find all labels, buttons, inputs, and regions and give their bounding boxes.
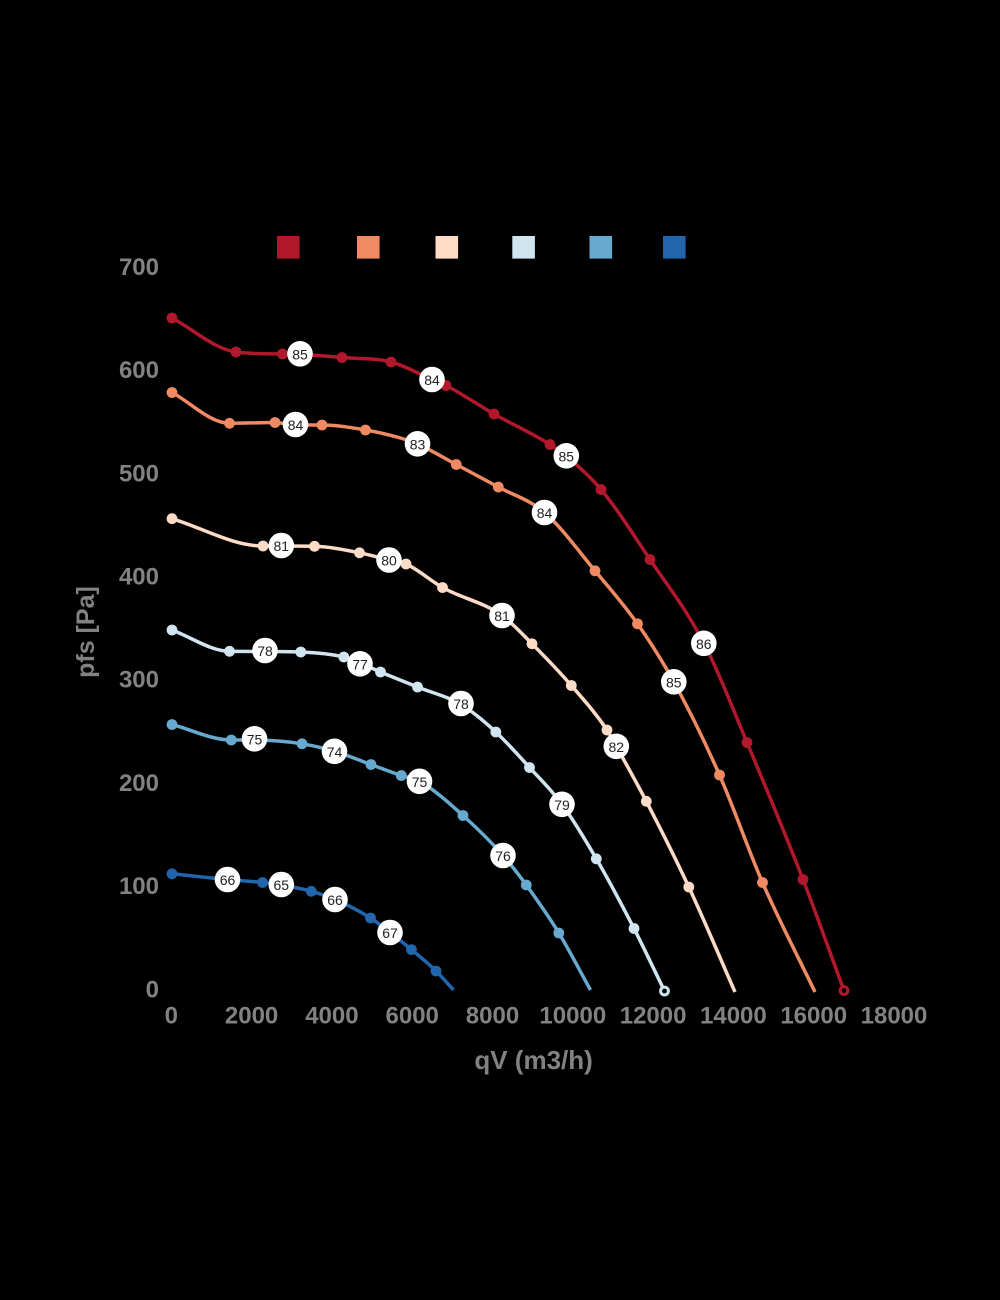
svg-text:82: 82 [609,739,625,755]
svg-text:400: 400 [119,564,159,591]
svg-text:66: 66 [220,872,236,888]
svg-text:700: 700 [119,254,159,281]
svg-text:4000: 4000 [305,1003,358,1030]
svg-text:10000: 10000 [539,1003,606,1030]
svg-text:12000: 12000 [620,1003,687,1030]
svg-text:84: 84 [537,505,553,521]
svg-text:66: 66 [327,892,343,908]
svg-text:75: 75 [412,774,428,790]
svg-text:0: 0 [165,1003,178,1030]
svg-text:2000: 2000 [225,1003,278,1030]
svg-text:75: 75 [247,731,263,747]
svg-text:85: 85 [666,674,682,690]
svg-text:65: 65 [274,877,290,893]
svg-text:0: 0 [146,976,159,1003]
svg-text:83: 83 [410,436,426,452]
svg-text:67: 67 [382,925,398,941]
svg-text:74: 74 [327,744,343,760]
svg-text:8000: 8000 [466,1003,519,1030]
svg-text:pfs [Pa]: pfs [Pa] [72,586,100,678]
svg-text:85: 85 [292,346,308,362]
svg-text:76: 76 [495,848,511,864]
svg-text:84: 84 [288,417,304,433]
svg-text:18000: 18000 [861,1003,928,1030]
svg-text:80: 80 [381,553,397,569]
svg-text:300: 300 [119,667,159,694]
svg-text:14000: 14000 [700,1003,767,1030]
svg-text:6000: 6000 [386,1003,439,1030]
svg-text:81: 81 [494,608,510,624]
svg-text:79: 79 [554,797,570,813]
svg-text:85: 85 [559,448,575,464]
svg-text:16000: 16000 [780,1003,847,1030]
svg-text:78: 78 [257,643,273,659]
svg-text:qV (m3/h): qV (m3/h) [474,1045,592,1075]
svg-text:78: 78 [453,696,469,712]
svg-text:86: 86 [696,636,712,652]
svg-text:200: 200 [119,770,159,797]
svg-text:84: 84 [424,372,440,388]
svg-text:500: 500 [119,460,159,487]
svg-text:81: 81 [274,538,290,554]
svg-text:600: 600 [119,357,159,384]
svg-text:100: 100 [119,873,159,900]
svg-text:77: 77 [352,656,368,672]
